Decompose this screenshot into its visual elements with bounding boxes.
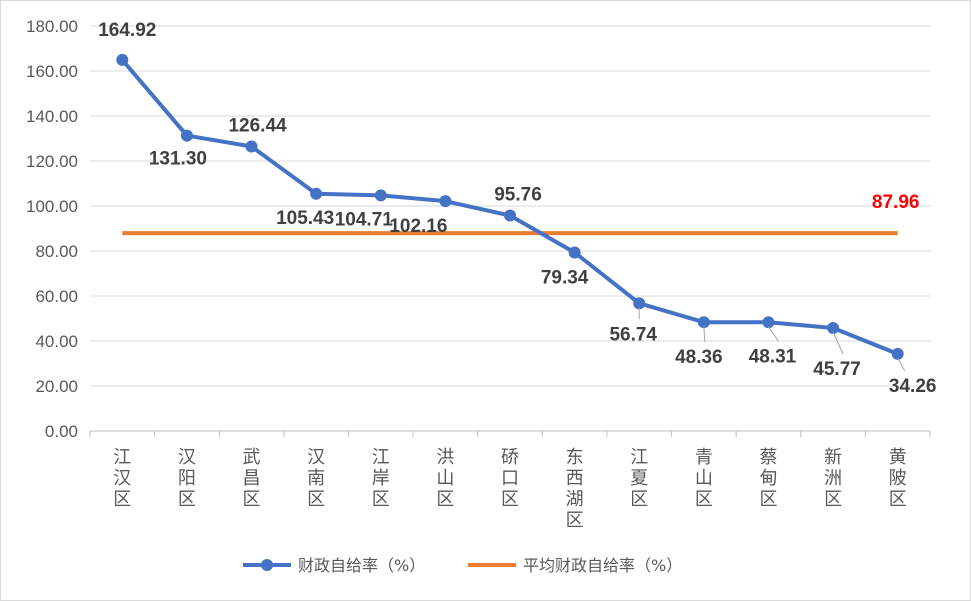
gridlines (90, 25, 930, 432)
average-label: 87.96 (872, 192, 920, 213)
data-label: 56.74 (609, 324, 657, 345)
legend-label-main: 财政自给率（%） (298, 556, 425, 575)
y-tick-label: 20.00 (35, 377, 78, 396)
x-category-label: 青山区 (695, 447, 713, 510)
legend: 财政自给率（%） 平均财政自给率（%） (243, 556, 682, 575)
y-tick-label: 140.00 (26, 107, 78, 126)
data-point (180, 129, 193, 142)
label-leader (897, 357, 906, 372)
y-tick-label: 100.00 (26, 197, 78, 216)
data-label: 105.43 (276, 208, 334, 229)
data-point (310, 187, 323, 200)
y-tick-label: 60.00 (35, 287, 78, 306)
x-category-label: 蔡甸区 (759, 447, 777, 510)
data-point (633, 297, 646, 310)
average-series: 87.96 (122, 192, 920, 236)
data-point (374, 189, 387, 202)
data-label: 48.36 (675, 347, 723, 368)
data-label: 95.76 (494, 185, 542, 206)
data-label: 126.44 (228, 116, 287, 137)
data-point (697, 316, 710, 329)
x-category-label: 汉南区 (307, 447, 325, 510)
x-category-label: 东西湖区 (566, 447, 584, 531)
data-label: 48.31 (749, 346, 797, 367)
x-category-label: 黄陂区 (889, 447, 907, 510)
data-point (568, 246, 581, 259)
y-tick-label: 120.00 (26, 152, 78, 171)
data-label: 34.26 (889, 376, 937, 397)
x-category-label: 武昌区 (243, 447, 261, 510)
main-series (116, 53, 904, 360)
label-leader (768, 326, 779, 342)
x-category-label: 江岸区 (372, 447, 390, 510)
x-category-label: 洪山区 (436, 447, 454, 510)
data-label: 131.30 (149, 149, 207, 170)
y-tick-label: 160.00 (26, 62, 78, 81)
data-point (245, 140, 258, 153)
data-label: 164.92 (98, 20, 156, 41)
y-tick-label: 180.00 (26, 17, 78, 36)
label-leader (832, 331, 844, 355)
data-point (827, 322, 840, 335)
series-line (120, 58, 899, 356)
data-point (439, 195, 452, 208)
y-axis: 0.00 20.00 40.00 60.00 80.00 100.00 120.00 140.… (26, 17, 78, 441)
legend-marker-main (261, 559, 273, 571)
data-label: 45.77 (813, 359, 861, 380)
data-point (504, 209, 516, 222)
y-tick-label: 40.00 (35, 332, 78, 351)
x-axis: 江汉区 汉阳区 武昌区 汉南区 江岸区 洪山区 硚口区 东西湖区 江夏区 青山区 蔡甸区 新洲区 黄陂区 (89, 430, 931, 531)
x-category-label: 新洲区 (824, 447, 842, 510)
x-category-label: 硚口区 (501, 447, 519, 510)
label-leader (703, 326, 706, 343)
x-category-label: 汉阳区 (178, 447, 196, 510)
data-point (116, 53, 129, 66)
y-tick-label: 0.00 (45, 422, 78, 441)
data-label: 79.34 (541, 267, 589, 288)
legend-label-average: 平均财政自给率（%） (523, 556, 682, 575)
data-label: 104.71 (335, 209, 394, 230)
x-category-label: 江汉区 (113, 447, 131, 510)
x-category-label: 江夏区 (630, 447, 648, 510)
data-label: 102.16 (389, 216, 447, 237)
data-point (891, 347, 904, 360)
data-point (762, 316, 775, 329)
y-tick-label: 80.00 (35, 242, 78, 261)
